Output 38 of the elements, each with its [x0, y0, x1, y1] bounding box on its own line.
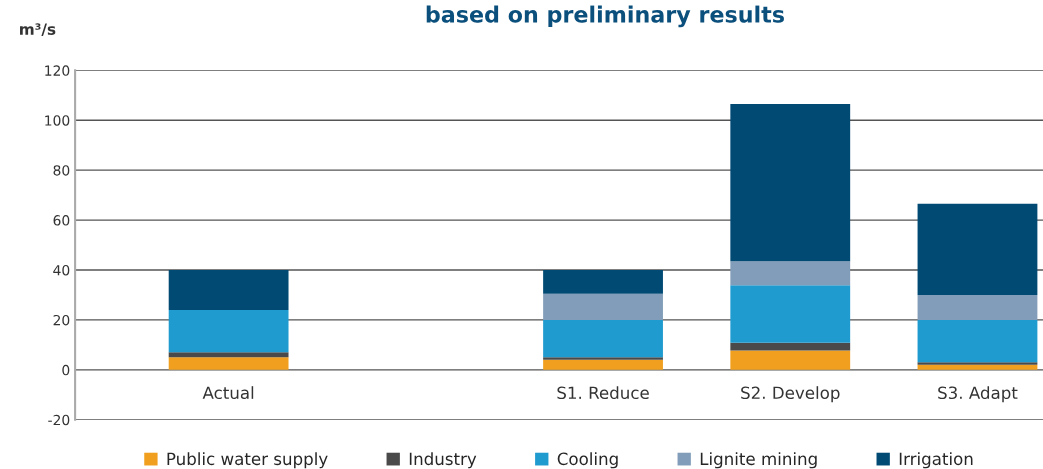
- legend-label: Public water supply: [167, 452, 328, 469]
- y-tick-label: 120: [45, 65, 70, 76]
- y-tick-label: 80: [53, 165, 70, 176]
- y-tick-label: 100: [45, 115, 70, 126]
- x-tick-label: S1. Reduce: [557, 386, 649, 400]
- y-tick-label: -20: [48, 414, 70, 426]
- bar: [730, 261, 851, 286]
- bar: [730, 285, 851, 343]
- bar: [730, 350, 851, 370]
- bar: [168, 270, 289, 310]
- x-tick-label: Actual: [202, 386, 254, 400]
- x-tick-label: S2. Develop: [741, 386, 840, 403]
- bar: [168, 352, 289, 358]
- bar: [917, 319, 1038, 363]
- y-tick-label: 0: [62, 364, 70, 376]
- bar: [543, 357, 663, 360]
- bar: [543, 359, 663, 370]
- bar: [917, 203, 1038, 295]
- y-tick-label: 40: [53, 264, 70, 276]
- legend-label: Irrigation: [899, 452, 973, 469]
- y-axis-title: m³/s: [20, 23, 56, 37]
- bar: [917, 364, 1038, 370]
- legend-label: Cooling: [557, 452, 618, 469]
- bar: [543, 319, 663, 358]
- legend-label: Lignite mining: [700, 452, 817, 469]
- chart-title: based on preliminary results: [426, 5, 784, 28]
- bar: [168, 309, 289, 353]
- y-tick-label: 20: [53, 314, 70, 326]
- bar: [917, 294, 1038, 320]
- legend-label: Industry: [409, 452, 477, 469]
- bar: [917, 362, 1038, 365]
- x-tick-label: S3. Adapt: [938, 386, 1018, 403]
- bar: [168, 357, 289, 370]
- y-tick-label: 60: [53, 215, 70, 226]
- bar: [543, 270, 663, 294]
- bar: [730, 342, 851, 351]
- bar: [730, 104, 851, 262]
- bar: [543, 293, 663, 320]
